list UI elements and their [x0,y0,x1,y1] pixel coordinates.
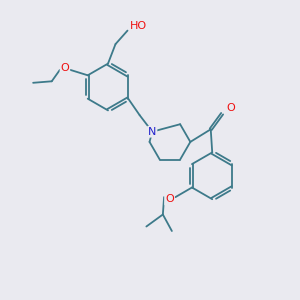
Text: O: O [61,63,69,74]
Text: N: N [148,127,157,137]
Text: O: O [226,103,235,113]
Text: O: O [165,194,174,205]
Text: HO: HO [130,21,148,31]
